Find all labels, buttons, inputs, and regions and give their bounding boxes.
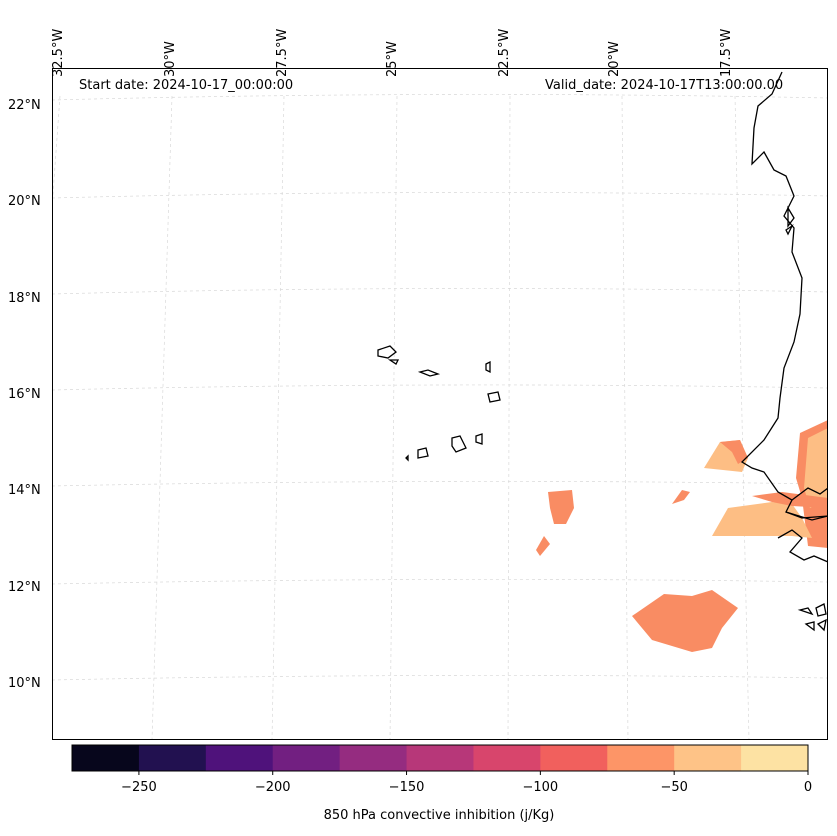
african-coastline bbox=[740, 71, 828, 519]
cin-patch-south bbox=[632, 590, 738, 652]
colorbar-tick-label: 0 bbox=[804, 780, 812, 795]
colorbar-swatch bbox=[406, 745, 474, 771]
cape-verde-maio bbox=[475, 433, 483, 445]
map-frame bbox=[52, 68, 828, 740]
colorbar-swatches bbox=[72, 745, 809, 771]
colorbar-swatch bbox=[540, 745, 608, 771]
guinea-coast bbox=[777, 529, 828, 563]
bissagos-3 bbox=[804, 621, 815, 632]
coastline-bay bbox=[785, 224, 794, 236]
graticule bbox=[52, 94, 828, 740]
map-panel bbox=[52, 68, 828, 740]
colorbar-tick-label: −250 bbox=[121, 780, 157, 795]
cape-verde-sao-vicente bbox=[387, 359, 400, 365]
cape-verde-fogo bbox=[417, 447, 429, 459]
lat-label-12n: 12°N bbox=[8, 580, 41, 595]
colorbar-frame bbox=[71, 744, 809, 772]
valid-date-label: Valid_date: 2024-10-17T13:00:00.00 bbox=[545, 78, 784, 93]
bissagos-4 bbox=[816, 618, 827, 632]
colorbar: −250 −200 −150 −100 −50 0 bbox=[71, 744, 812, 795]
lat-label-18n: 18°N bbox=[8, 291, 41, 306]
cin-patch-gambia-mid bbox=[752, 492, 828, 508]
colorbar-swatch bbox=[473, 745, 541, 771]
cape-verde-santo-antao bbox=[377, 345, 397, 359]
cin-field bbox=[536, 420, 828, 652]
colorbar-tick-label: −150 bbox=[389, 780, 425, 795]
lat-label-10n: 10°N bbox=[8, 676, 41, 691]
cin-patch-small-2 bbox=[536, 536, 550, 556]
colorbar-title: 850 hPa convective inhibition (j/Kg) bbox=[323, 808, 555, 823]
gambia-coast bbox=[785, 511, 828, 521]
bissagos-2 bbox=[815, 603, 827, 617]
colorbar-swatch bbox=[741, 745, 809, 771]
colorbar-swatch bbox=[205, 745, 274, 771]
colorbar-swatch bbox=[272, 745, 341, 771]
coastlines bbox=[377, 71, 828, 632]
colorbar-swatch bbox=[674, 745, 742, 771]
cin-patch-coast-light bbox=[804, 428, 828, 508]
colorbar-tick-label: −100 bbox=[523, 780, 559, 795]
start-date-label: Start date: 2024-10-17_00:00:00 bbox=[79, 78, 294, 93]
cape-verde-boa-vista bbox=[487, 391, 501, 403]
bissagos-1 bbox=[797, 607, 814, 616]
lat-label-20n: 20°N bbox=[8, 194, 41, 209]
cape-verde-sao-nicolau bbox=[417, 369, 441, 377]
cin-patch-offshore bbox=[548, 490, 574, 524]
cin-patch-east-mid bbox=[720, 440, 748, 464]
colorbar-ticks: −250 −200 −150 −100 −50 0 bbox=[121, 771, 812, 795]
coastline-inlet bbox=[787, 205, 795, 228]
senegal-coast bbox=[791, 487, 828, 501]
colorbar-tick-label: −50 bbox=[660, 780, 687, 795]
lat-label-14n: 14°N bbox=[8, 483, 41, 498]
colorbar-swatch bbox=[72, 745, 140, 771]
cape-verde-santiago bbox=[451, 435, 467, 453]
lat-label-16n: 16°N bbox=[8, 387, 41, 402]
cin-patch-small-1 bbox=[672, 490, 690, 504]
colorbar-swatch bbox=[607, 745, 675, 771]
colorbar-tick-label: −200 bbox=[255, 780, 291, 795]
lat-label-22n: 22°N bbox=[8, 98, 41, 113]
cape-verde-brava bbox=[405, 454, 409, 462]
cape-verde-sal bbox=[485, 360, 491, 374]
colorbar-swatch bbox=[138, 745, 207, 771]
colorbar-swatch bbox=[339, 745, 408, 771]
cin-patch-gambia-light bbox=[712, 502, 812, 538]
